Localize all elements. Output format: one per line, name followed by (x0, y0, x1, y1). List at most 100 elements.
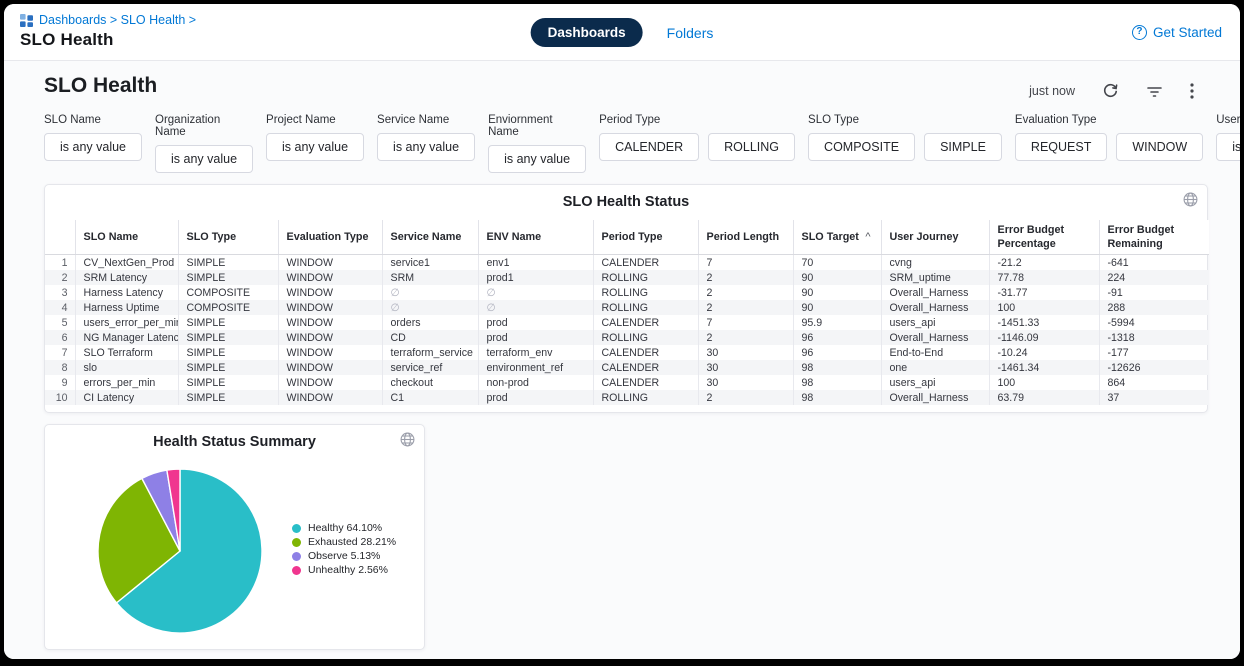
table-cell: WINDOW (277, 330, 382, 346)
filter-chip[interactable]: COMPOSITE (808, 133, 916, 161)
health-status-pie-chart[interactable] (45, 461, 426, 651)
breadcrumb-text[interactable]: Dashboards > SLO Health > (39, 13, 197, 27)
breadcrumb[interactable]: Dashboards > SLO Health > (20, 13, 196, 27)
filter-group: Project Name is any value (266, 114, 365, 173)
explore-globe-icon[interactable] (1183, 192, 1198, 207)
filter-icon[interactable] (1146, 84, 1163, 98)
table-cell: users_api (880, 315, 989, 331)
table-cell: CI Latency (74, 390, 178, 406)
table-cell: 90 (792, 270, 881, 286)
top-bar: Dashboards > SLO Health > SLO Health Das… (4, 4, 1240, 61)
last-refreshed-label: just now (1029, 83, 1075, 98)
column-header[interactable]: Period Type (592, 220, 698, 256)
pie-legend: Healthy 64.10% Exhausted 28.21% Observe 5.… (292, 521, 396, 577)
table-cell: C1 (381, 390, 478, 406)
table-row[interactable]: 6 NG Manager Latency SIMPLE WINDOW CD prod ROL… (45, 330, 1209, 346)
table-cell: 98 (792, 360, 881, 376)
table-cell: WINDOW (277, 360, 382, 376)
column-header[interactable]: User Journey (880, 220, 989, 256)
table-cell: prod (477, 330, 593, 346)
table-cell: 70 (792, 254, 881, 271)
table-cell: prod1 (477, 270, 593, 286)
table-cell: ROLLING (592, 390, 698, 406)
table-cell: 95.9 (792, 315, 881, 331)
dashboards-grid-icon (20, 13, 33, 27)
table-row[interactable]: 7 SLO Terraform SIMPLE WINDOW terraform_serv… (45, 345, 1209, 361)
table-row[interactable]: 1 CV_NextGen_Prod SIMPLE WINDOW service1 env1… (45, 254, 1209, 271)
column-header[interactable]: Service Name (381, 220, 478, 256)
kebab-menu-icon[interactable] (1190, 82, 1194, 99)
filter-chip[interactable]: is any value (155, 145, 254, 173)
filter-chip[interactable]: CALENDER (599, 133, 700, 161)
sort-asc-icon[interactable]: ^ (865, 230, 871, 243)
filter-chip[interactable]: is any value (266, 133, 365, 161)
table-cell: terraform_service (381, 345, 478, 361)
table-cell: 37 (1098, 390, 1209, 406)
table-cell: -21.2 (988, 254, 1099, 271)
legend-item[interactable]: Healthy 64.10% (292, 521, 396, 535)
explore-globe-icon[interactable] (400, 432, 415, 447)
dashboard-controls: just now (1029, 82, 1194, 99)
table-cell: orders (381, 315, 478, 331)
table-row[interactable]: 4 Harness Uptime COMPOSITE WINDOW ∅ ∅ ROLLING 2… (45, 300, 1209, 316)
table-row[interactable]: 9 errors_per_min SIMPLE WINDOW checkout non-p… (45, 375, 1209, 391)
table-row[interactable]: 10 CI Latency SIMPLE WINDOW C1 prod ROLLING 2 98… (45, 390, 1209, 406)
legend-item[interactable]: Observe 5.13% (292, 549, 396, 563)
table-cell: 2 (697, 300, 793, 316)
column-header[interactable]: Error Budget Remaining (1098, 220, 1209, 256)
app-window: Dashboards > SLO Health > SLO Health Das… (4, 4, 1240, 659)
tab-folders[interactable]: Folders (666, 24, 714, 41)
legend-item[interactable]: Exhausted 28.21% (292, 535, 396, 549)
table-cell: -12626 (1098, 360, 1209, 376)
table-cell: 30 (697, 375, 793, 391)
filter-chip[interactable]: ROLLING (708, 133, 796, 161)
filter-chip[interactable]: is any value (377, 133, 476, 161)
filter-label: Service Name (377, 114, 450, 126)
filter-chip[interactable]: REQUEST (1014, 133, 1108, 161)
table-row[interactable]: 3 Harness Latency COMPOSITE WINDOW ∅ ∅ ROLLING… (45, 285, 1209, 301)
table-cell: env1 (477, 254, 593, 271)
column-header[interactable]: Evaluation Type (277, 220, 382, 256)
table-cell: 30 (697, 360, 793, 376)
filter-chip[interactable]: SIMPLE (924, 133, 1002, 161)
filter-chip[interactable]: is any value (44, 133, 143, 161)
pie-slice-healthy[interactable] (115, 468, 263, 634)
column-header[interactable]: SLO Type (177, 220, 278, 256)
table-cell: SIMPLE (177, 330, 278, 346)
table-cell: CALENDER (592, 254, 698, 271)
filter-chip[interactable]: is any value (1216, 133, 1240, 161)
column-header[interactable]: Period Length (697, 220, 793, 256)
filter-chip[interactable]: WINDOW (1116, 133, 1204, 161)
column-header[interactable]: SLO Target ^ (792, 220, 881, 256)
table-cell: slo (74, 360, 178, 376)
table-cell: Overall_Harness (880, 390, 989, 406)
row-number: 3 (61, 286, 68, 299)
table-cell: CD (381, 330, 478, 346)
column-header[interactable]: SLO Name (74, 220, 178, 256)
table-cell: environment_ref (477, 360, 593, 376)
table-cell: errors_per_min (74, 375, 178, 391)
get-started-link[interactable]: ? Get Started (1131, 25, 1222, 40)
legend-item[interactable]: Unhealthy 2.56% (292, 563, 396, 577)
row-number: 7 (61, 346, 68, 359)
column-header[interactable]: ENV Name (477, 220, 593, 256)
table-cell: SIMPLE (177, 254, 278, 271)
table-cell: service1 (381, 254, 478, 271)
pie-slice-exhausted[interactable] (97, 477, 181, 604)
refresh-icon[interactable] (1102, 82, 1119, 99)
table-cell: prod (477, 390, 593, 406)
tab-dashboards[interactable]: Dashboards (530, 18, 643, 47)
column-header[interactable]: Error Budget Percentage (988, 220, 1099, 256)
table-cell: Harness Latency (74, 285, 178, 301)
table-cell: 77.78 (988, 270, 1099, 286)
table-cell: non-prod (477, 375, 593, 391)
legend-dot (292, 551, 301, 561)
table-row[interactable]: 8 slo SIMPLE WINDOW service_ref environment_r… (45, 360, 1209, 376)
table-cell: SRM Latency (74, 270, 178, 286)
pie-slice-unhealthy[interactable] (166, 468, 181, 552)
table-cell: -1146.09 (988, 330, 1099, 346)
filter-chip[interactable]: is any value (488, 145, 587, 173)
table-row[interactable]: 2 SRM Latency SIMPLE WINDOW SRM prod1 ROLLING 2… (45, 270, 1209, 286)
legend-dot (292, 523, 301, 533)
table-row[interactable]: 5 users_error_per_min SIMPLE WINDOW orders pr… (45, 315, 1209, 331)
